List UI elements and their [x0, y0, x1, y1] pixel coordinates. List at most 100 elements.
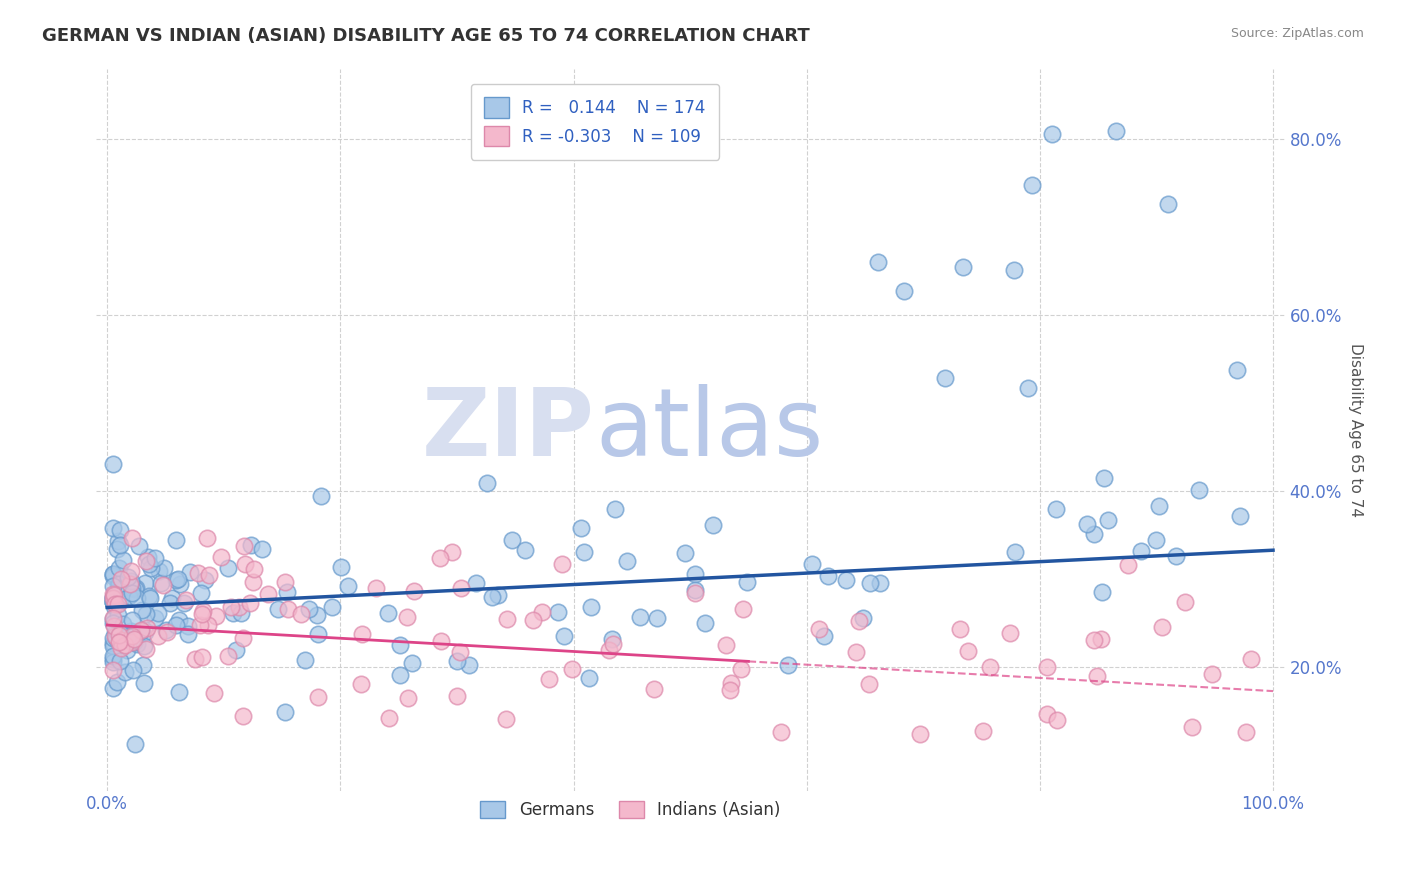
Point — [1036, 707, 1059, 722]
Point — [1090, 585, 1112, 599]
Point — [194, 573, 217, 587]
Point — [1092, 471, 1115, 485]
Point — [1040, 128, 1063, 142]
Point — [198, 568, 221, 582]
Point — [152, 560, 174, 574]
Point — [105, 632, 128, 646]
Point — [101, 612, 124, 626]
Point — [561, 662, 583, 676]
Point — [979, 660, 1001, 674]
Point — [685, 567, 707, 582]
Point — [377, 607, 399, 621]
Point — [647, 611, 669, 625]
Point — [135, 607, 157, 622]
Point — [1083, 527, 1105, 541]
Point — [139, 561, 162, 575]
Point — [132, 658, 155, 673]
Point — [730, 662, 752, 676]
Point — [209, 549, 232, 564]
Point — [136, 549, 159, 564]
Point — [205, 609, 228, 624]
Point — [388, 638, 411, 652]
Point — [117, 643, 139, 657]
Point — [112, 553, 135, 567]
Point — [1002, 263, 1025, 277]
Point — [117, 629, 139, 643]
Point — [129, 623, 152, 637]
Point — [239, 596, 262, 610]
Point — [101, 649, 124, 664]
Point — [160, 591, 183, 605]
Point — [138, 557, 160, 571]
Point — [1188, 483, 1211, 497]
Point — [276, 584, 298, 599]
Point — [1166, 549, 1188, 563]
Point — [225, 643, 247, 657]
Point — [217, 649, 239, 664]
Point — [537, 672, 560, 686]
Point — [1021, 178, 1043, 192]
Point — [101, 457, 124, 471]
Point — [1045, 502, 1067, 516]
Point — [845, 645, 868, 659]
Point — [252, 541, 274, 556]
Point — [1240, 651, 1263, 665]
Point — [908, 727, 931, 741]
Point — [602, 637, 624, 651]
Point — [110, 641, 132, 656]
Point — [1085, 669, 1108, 683]
Point — [101, 681, 124, 695]
Point — [1174, 595, 1197, 609]
Point — [101, 595, 124, 609]
Point — [934, 370, 956, 384]
Point — [107, 577, 129, 591]
Point — [129, 624, 152, 638]
Point — [1181, 720, 1204, 734]
Point — [145, 551, 167, 566]
Point — [600, 632, 623, 646]
Point — [673, 546, 696, 560]
Point — [720, 676, 742, 690]
Point — [1234, 725, 1257, 739]
Point — [859, 575, 882, 590]
Point — [120, 577, 142, 591]
Point — [191, 607, 214, 621]
Point — [714, 639, 737, 653]
Point — [105, 674, 128, 689]
Point — [718, 683, 741, 698]
Point — [108, 627, 131, 641]
Point — [569, 521, 592, 535]
Legend: Germans, Indians (Asian): Germans, Indians (Asian) — [474, 794, 787, 826]
Point — [156, 625, 179, 640]
Point — [121, 586, 143, 600]
Point — [515, 542, 537, 557]
Point — [167, 572, 190, 586]
Point — [450, 581, 472, 595]
Point — [165, 617, 187, 632]
Point — [152, 578, 174, 592]
Point — [101, 591, 124, 605]
Point — [232, 632, 254, 646]
Point — [108, 626, 131, 640]
Point — [103, 588, 125, 602]
Point — [817, 568, 839, 582]
Point — [101, 663, 124, 677]
Point — [195, 531, 218, 545]
Point — [495, 612, 517, 626]
Point — [1004, 544, 1026, 558]
Point — [112, 617, 135, 632]
Point — [972, 724, 994, 739]
Point — [630, 610, 652, 624]
Point — [329, 560, 352, 574]
Point — [551, 557, 574, 571]
Point — [1036, 660, 1059, 674]
Point — [101, 631, 124, 645]
Point — [441, 545, 464, 559]
Point — [108, 524, 131, 538]
Point — [148, 629, 170, 643]
Point — [155, 623, 177, 637]
Point — [101, 567, 124, 582]
Point — [114, 665, 136, 679]
Point — [1152, 620, 1174, 634]
Point — [770, 725, 793, 739]
